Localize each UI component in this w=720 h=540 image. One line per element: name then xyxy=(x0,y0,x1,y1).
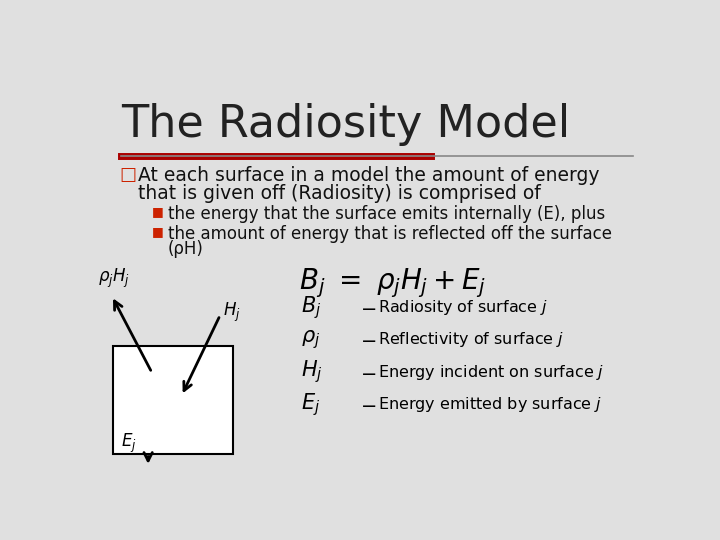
Text: ■: ■ xyxy=(152,205,163,218)
Text: Reflectivity of surface $j$: Reflectivity of surface $j$ xyxy=(378,330,564,349)
Text: that is given off (Radiosity) is comprised of: that is given off (Radiosity) is compris… xyxy=(138,184,541,203)
Text: the amount of energy that is reflected off the surface: the amount of energy that is reflected o… xyxy=(168,225,611,243)
Text: $\rho_j H_j$: $\rho_j H_j$ xyxy=(98,266,130,289)
Text: $E_j$: $E_j$ xyxy=(301,391,320,418)
Text: Radiosity of surface $j$: Radiosity of surface $j$ xyxy=(378,298,549,317)
Text: □: □ xyxy=(120,166,137,185)
Text: the energy that the surface emits internally (E), plus: the energy that the surface emits intern… xyxy=(168,205,605,223)
Text: $-$: $-$ xyxy=(360,362,376,382)
Text: ■: ■ xyxy=(152,225,163,238)
Text: $H_j$: $H_j$ xyxy=(223,301,241,325)
Text: (ρH): (ρH) xyxy=(168,240,203,258)
Text: $B_j$: $B_j$ xyxy=(301,294,321,321)
Text: $H_j$: $H_j$ xyxy=(301,359,323,386)
Text: $-$: $-$ xyxy=(360,298,376,317)
Text: Energy emitted by surface $j$: Energy emitted by surface $j$ xyxy=(378,395,603,414)
Text: $B_j \ = \ \rho_j H_j + E_j$: $B_j \ = \ \rho_j H_j + E_j$ xyxy=(300,267,487,300)
Text: Energy incident on surface $j$: Energy incident on surface $j$ xyxy=(378,362,605,382)
Text: $\rho_j$: $\rho_j$ xyxy=(301,328,320,351)
Text: $-$: $-$ xyxy=(360,395,376,414)
Text: $E_j$: $E_j$ xyxy=(121,432,137,455)
Text: At each surface in a model the amount of energy: At each surface in a model the amount of… xyxy=(138,166,600,185)
Text: The Radiosity Model: The Radiosity Model xyxy=(121,103,570,146)
Text: $-$: $-$ xyxy=(360,330,376,349)
Bar xyxy=(113,346,233,454)
